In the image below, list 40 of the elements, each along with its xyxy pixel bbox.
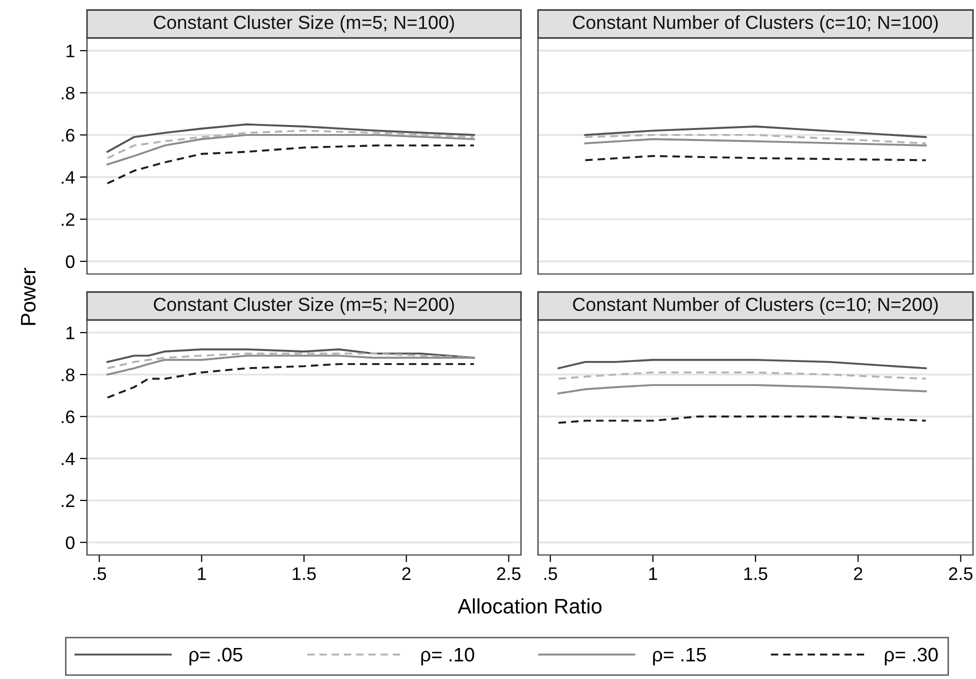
legend-label: ρ= .10 (421, 648, 474, 666)
legend-label: ρ= .15 (653, 648, 706, 666)
chart-title: Constant Number of Clusters (c=10; N=100) (573, 15, 938, 33)
line-series (106, 134, 475, 166)
y-tick-label: 0 (66, 255, 74, 268)
line-series (106, 363, 475, 399)
x-tick-label: 2.5 (949, 567, 972, 580)
legend-label: ρ= .05 (190, 648, 242, 666)
chart-title: Constant Cluster Size (m=5; N=200) (154, 297, 454, 315)
line-series (106, 348, 475, 363)
y-tick-label: 0 (66, 536, 74, 550)
y-tick-label: .6 (62, 128, 74, 142)
x-tick-label: 1.5 (292, 567, 316, 580)
y-tick-label: .2 (62, 213, 74, 226)
line-series (106, 144, 475, 184)
y-tick-label: .4 (62, 171, 75, 184)
x-tick-label: 2 (854, 567, 862, 580)
y-tick-label: .8 (62, 368, 74, 382)
x-tick-label: 1.5 (744, 567, 768, 580)
legend-label: ρ= .30 (884, 648, 938, 666)
y-tick-label: .6 (62, 410, 74, 424)
y-tick-label: 1 (66, 326, 74, 340)
line-series (106, 352, 475, 370)
x-axis-title: Allocation Ratio (458, 598, 602, 614)
y-tick-label: .4 (62, 452, 75, 466)
chart-title: Constant Cluster Size (m=5; N=100) (154, 15, 454, 33)
line-series (106, 123, 475, 153)
x-tick-label: 2.5 (497, 567, 521, 580)
y-tick-label: 1 (66, 44, 74, 58)
y-axis-title: Power (21, 268, 36, 325)
x-tick-label: .5 (544, 567, 558, 580)
x-tick-label: 1 (649, 567, 658, 580)
y-tick-label: .2 (62, 494, 74, 507)
x-tick-label: 2 (402, 567, 410, 580)
y-tick-label: .8 (62, 86, 74, 100)
x-tick-label: 1 (198, 567, 206, 580)
chart-title: Constant Number of Clusters (c=10; N=200) (573, 297, 938, 315)
x-tick-label: .5 (93, 567, 106, 580)
line-series (106, 354, 475, 376)
line-series (106, 130, 475, 160)
